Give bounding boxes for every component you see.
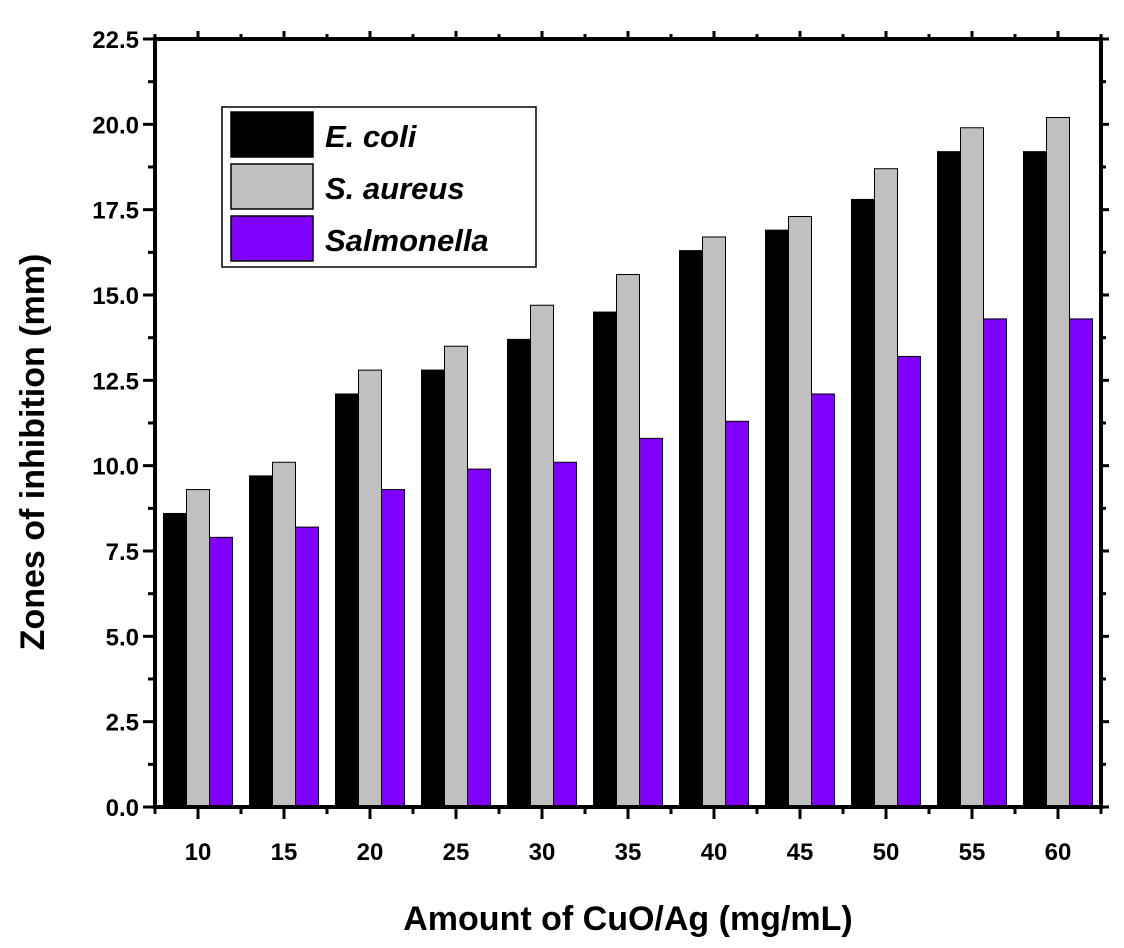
x-tick-label: 10	[185, 839, 212, 866]
x-tick-label: 25	[443, 839, 470, 866]
legend-swatch	[230, 215, 314, 262]
bar-e-coli-30	[507, 338, 531, 808]
y-tick-label: 17.5	[92, 198, 139, 225]
x-tick-label: 55	[959, 839, 986, 866]
bar-s-aureus-55	[960, 127, 984, 808]
y-tick-label: 2.5	[106, 710, 139, 737]
bar-s-aureus-30	[530, 304, 554, 808]
bar-s-aureus-50	[874, 168, 898, 808]
bar-salmonella-45	[811, 393, 835, 808]
bar-e-coli-50	[851, 198, 875, 808]
bar-s-aureus-40	[702, 236, 726, 808]
y-tick-label: 5.0	[106, 624, 139, 651]
y-tick-label: 12.5	[92, 368, 139, 395]
x-tick-label: 40	[701, 839, 728, 866]
y-tick-label: 7.5	[106, 539, 139, 566]
bar-salmonella-50	[897, 355, 921, 808]
legend-label: Salmonella	[325, 223, 489, 258]
bar-s-aureus-35	[616, 274, 640, 808]
x-tick-label: 60	[1045, 839, 1072, 866]
bar-salmonella-15	[295, 526, 319, 808]
bar-salmonella-20	[381, 489, 405, 808]
bar-salmonella-25	[467, 468, 491, 808]
legend: E. coli S. aureus Salmonella	[221, 106, 537, 268]
x-tick-label: 30	[529, 839, 556, 866]
bar-e-coli-40	[679, 250, 703, 808]
bar-s-aureus-15	[272, 461, 296, 808]
x-axis-title: Amount of CuO/Ag (mg/mL)	[403, 900, 852, 938]
bar-marks	[163, 117, 1093, 808]
bar-s-aureus-25	[444, 345, 468, 808]
legend-swatch	[230, 111, 314, 158]
y-axis-title: Zones of inhibition (mm)	[14, 254, 52, 651]
x-tick-label: 35	[615, 839, 642, 866]
bar-salmonella-60	[1069, 318, 1093, 808]
y-tick-label: 22.5	[92, 27, 139, 54]
bar-s-aureus-20	[358, 369, 382, 808]
bar-salmonella-30	[553, 461, 577, 808]
y-tick-label: 20.0	[92, 112, 139, 139]
bar-e-coli-60	[1023, 151, 1047, 808]
y-tick-label: 10.0	[92, 454, 139, 481]
y-axis-ticks: 0.0 2.5 5.0 7.5 10.0 12.5 15.0 17.5 20.0 22.5	[92, 27, 1109, 822]
bar-salmonella-55	[983, 318, 1007, 808]
bar-s-aureus-60	[1046, 117, 1070, 808]
y-tick-label: 15.0	[92, 283, 139, 310]
bar-salmonella-40	[725, 420, 749, 808]
bar-e-coli-55	[937, 151, 961, 808]
bar-e-coli-15	[249, 475, 273, 808]
x-tick-label: 45	[787, 839, 814, 866]
legend-label: S. aureus	[325, 171, 465, 206]
bar-e-coli-35	[593, 311, 617, 808]
x-tick-label: 50	[873, 839, 900, 866]
bar-s-aureus-45	[788, 215, 812, 808]
y-tick-label: 0.0	[106, 795, 139, 822]
bar-e-coli-45	[765, 229, 789, 808]
bar-salmonella-10	[209, 536, 233, 808]
legend-swatch	[230, 163, 314, 210]
bar-e-coli-10	[163, 512, 187, 808]
bar-salmonella-35	[639, 437, 663, 808]
x-tick-label: 15	[271, 839, 298, 866]
x-tick-label: 20	[357, 839, 384, 866]
bar-e-coli-20	[335, 393, 359, 808]
bar-s-aureus-10	[186, 489, 210, 808]
legend-label: E. coli	[325, 119, 418, 154]
x-axis-ticks: 10 15 20 25 30 35 40 45 50 55 60	[153, 31, 1103, 866]
bar-e-coli-25	[421, 369, 445, 808]
